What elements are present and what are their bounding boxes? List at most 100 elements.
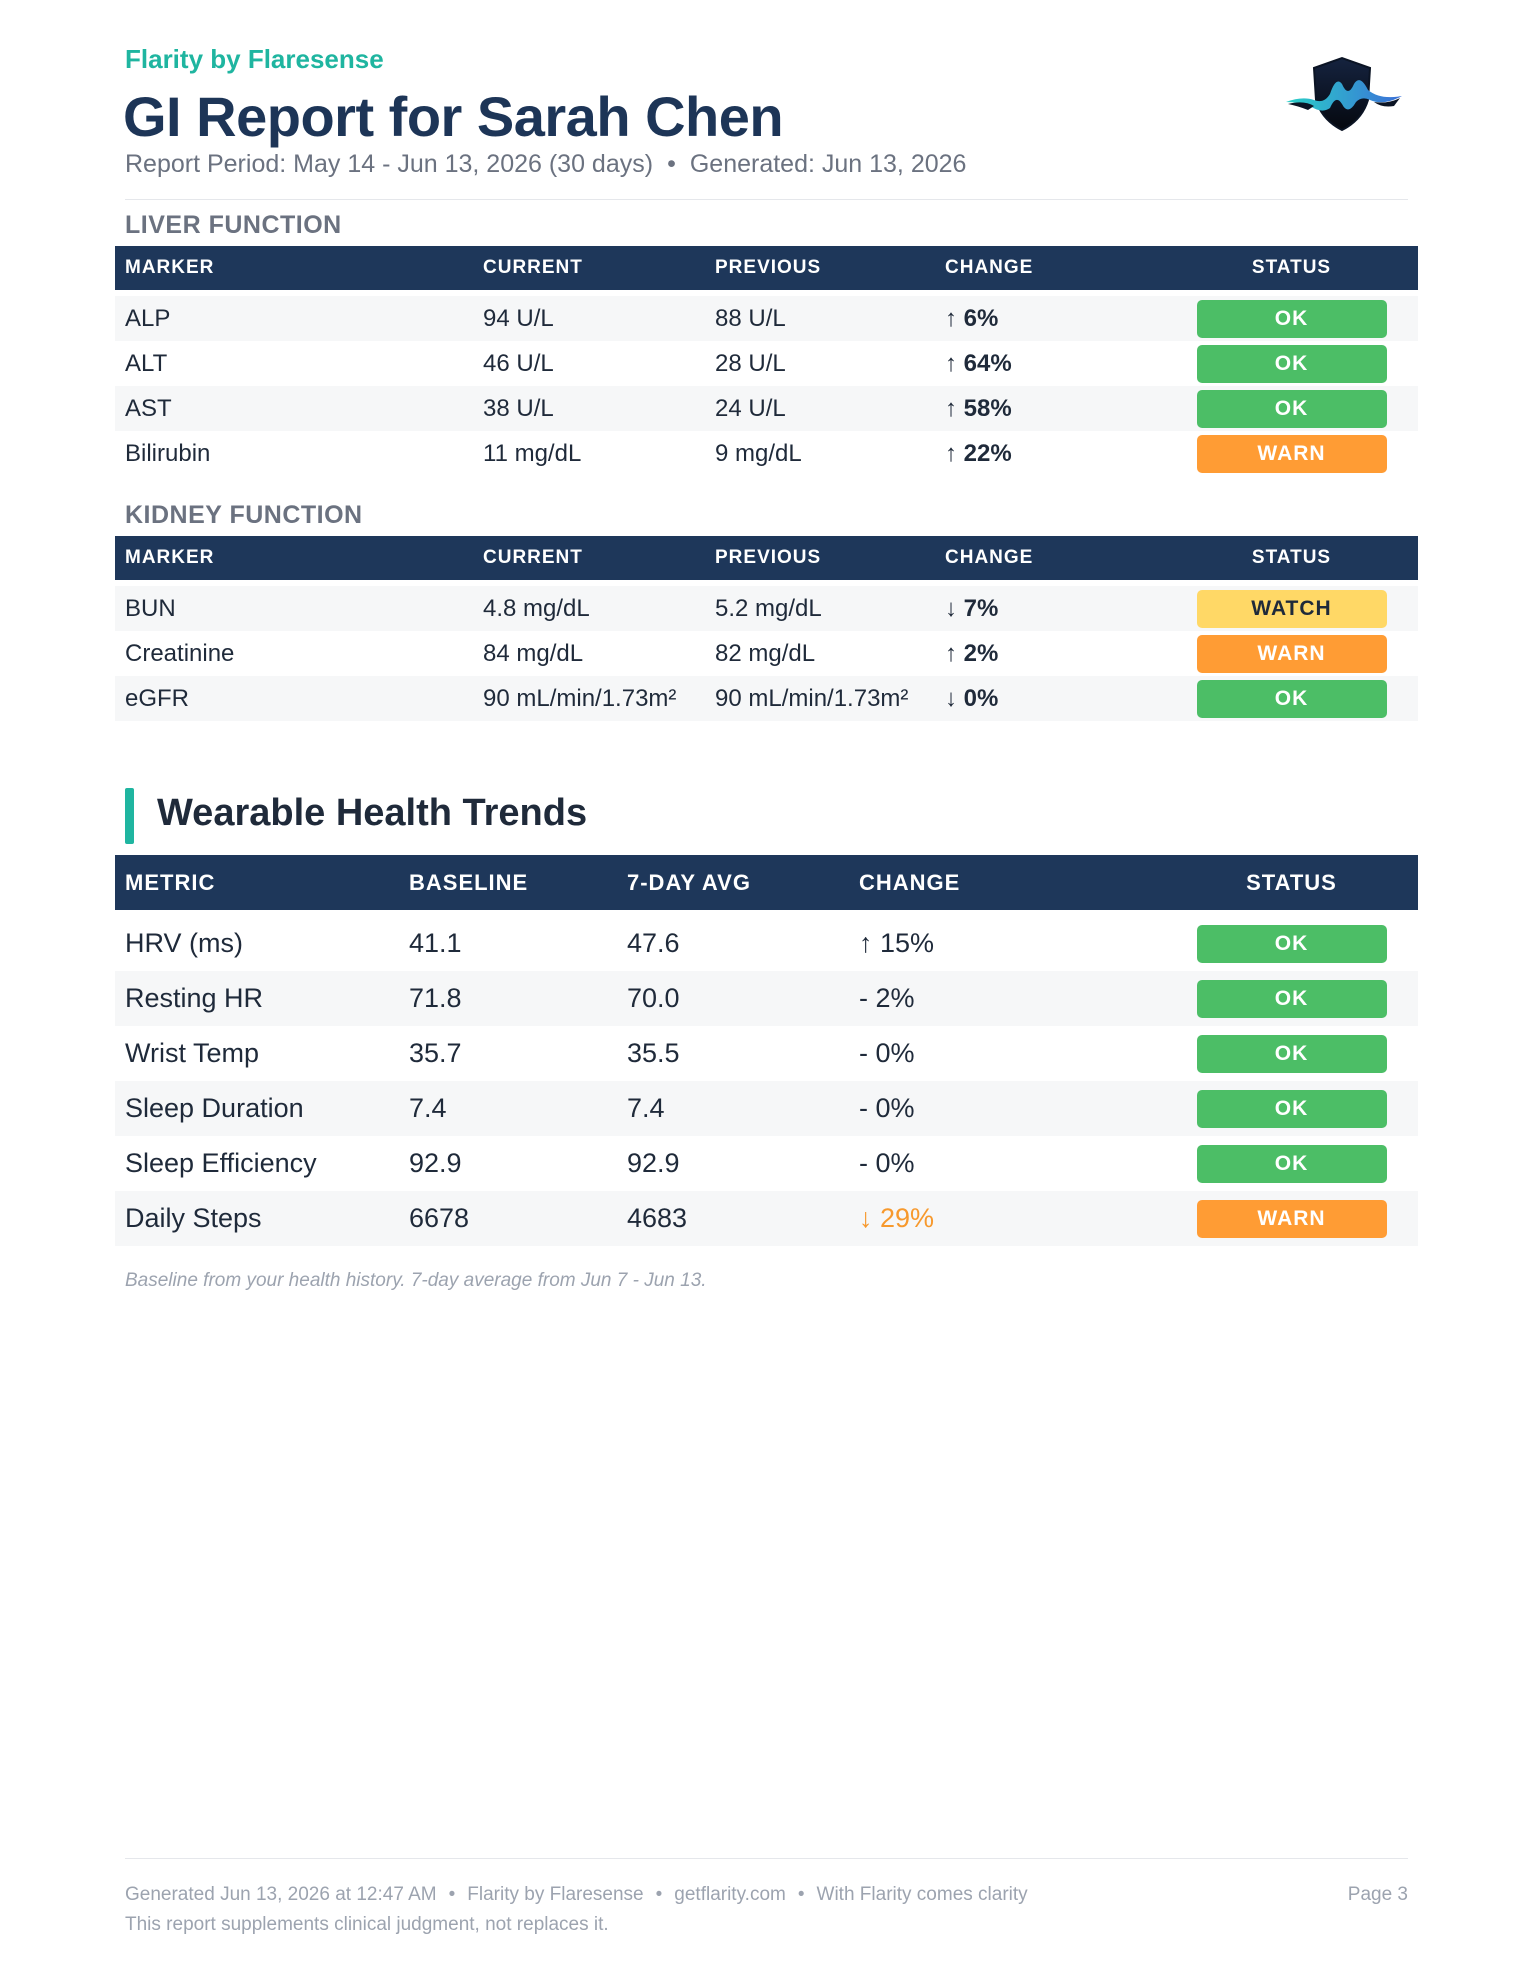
seven-day-avg-value: 47.6 — [627, 928, 680, 958]
change-value: ↓ 29% — [849, 1191, 1165, 1246]
status-badge: OK — [1196, 1144, 1387, 1183]
baseline-value: 41.1 — [409, 928, 462, 958]
footer-divider — [125, 1858, 1408, 1859]
liver-function-table: MARKER CURRENT PREVIOUS CHANGE STATUS AL… — [115, 246, 1418, 476]
status-badge: OK — [1196, 1034, 1387, 1073]
page-number: Page 3 — [1347, 1884, 1408, 1905]
current-value: 90 mL/min/1.73m² — [473, 676, 705, 721]
current-value: 84 mg/dL — [483, 639, 584, 667]
metric-name: HRV (ms) — [125, 928, 243, 958]
baseline-value: 7.4 — [399, 1081, 617, 1136]
current-value: 38 U/L — [473, 386, 705, 431]
column-header-current: CURRENT — [473, 246, 705, 290]
column-header-7-day-avg: 7-DAY AVG — [617, 855, 849, 910]
table-header-row: MARKER CURRENT PREVIOUS CHANGE STATUS — [115, 536, 1418, 580]
change-value: ↑ 6% — [935, 296, 1165, 341]
table-spacer — [115, 580, 1418, 586]
marker-name: ALP — [115, 296, 473, 341]
wearable-footnote: Baseline from your health history. 7-day… — [125, 1270, 707, 1291]
column-header-marker: MARKER — [115, 246, 473, 290]
table-row: Sleep Efficiency 92.9 92.9 - 0% OK — [115, 1136, 1418, 1191]
table-row: eGFR 90 mL/min/1.73m² 90 mL/min/1.73m² ↓… — [115, 676, 1418, 721]
table-row: ALT 46 U/L 28 U/L ↑ 64% OK — [115, 341, 1418, 386]
column-header-change: CHANGE — [849, 855, 1165, 910]
seven-day-avg-value: 92.9 — [627, 1148, 680, 1178]
footer-tagline: With Flarity comes clarity — [816, 1884, 1028, 1905]
change-value: - 0% — [849, 1081, 1165, 1136]
marker-name: ALT — [125, 349, 168, 377]
column-header-previous: PREVIOUS — [705, 246, 935, 290]
marker-name: AST — [115, 386, 473, 431]
marker-name: Bilirubin — [125, 439, 211, 467]
change-value: ↓ 0% — [935, 676, 1165, 721]
previous-value: 28 U/L — [715, 349, 786, 377]
previous-value: 9 mg/dL — [715, 439, 802, 467]
table-row: ALP 94 U/L 88 U/L ↑ 6% OK — [115, 296, 1418, 341]
change-value: ↑ 2% — [945, 639, 999, 667]
table-spacer — [115, 910, 1418, 916]
previous-value: 5.2 mg/dL — [705, 586, 935, 631]
previous-value: 82 mg/dL — [715, 639, 816, 667]
change-value: ↑ 58% — [935, 386, 1165, 431]
table-header-row: MARKER CURRENT PREVIOUS CHANGE STATUS — [115, 246, 1418, 290]
table-row: Creatinine 84 mg/dL 82 mg/dL ↑ 2% WARN — [115, 631, 1418, 676]
wearable-trends-table: METRIC BASELINE 7-DAY AVG CHANGE STATUS … — [115, 855, 1418, 1246]
table-row: Wrist Temp 35.7 35.5 - 0% OK — [115, 1026, 1418, 1081]
change-value: ↑ 64% — [945, 349, 1012, 377]
metric-name: Daily Steps — [115, 1191, 399, 1246]
status-badge: OK — [1196, 389, 1387, 428]
column-header-baseline: BASELINE — [399, 855, 617, 910]
previous-value: 24 U/L — [705, 386, 935, 431]
change-value: ↓ 7% — [935, 586, 1165, 631]
table-row: Resting HR 71.8 70.0 - 2% OK — [115, 971, 1418, 1026]
baseline-value: 71.8 — [399, 971, 617, 1026]
status-badge: OK — [1196, 344, 1387, 383]
generated-date: Generated: Jun 13, 2026 — [689, 150, 967, 178]
kidney-function-table: MARKER CURRENT PREVIOUS CHANGE STATUS BU… — [115, 536, 1418, 721]
status-badge: OK — [1196, 979, 1387, 1018]
table-header-row: METRIC BASELINE 7-DAY AVG CHANGE STATUS — [115, 855, 1418, 910]
table-row: BUN 4.8 mg/dL 5.2 mg/dL ↓ 7% WATCH — [115, 586, 1418, 631]
footer-generated: Generated Jun 13, 2026 at 12:47 AM — [125, 1884, 437, 1905]
status-badge: OK — [1196, 299, 1387, 338]
column-header-change: CHANGE — [935, 246, 1165, 290]
footer-brand: Flarity by Flaresense — [467, 1884, 644, 1905]
metric-name: Sleep Duration — [115, 1081, 399, 1136]
table-row: Bilirubin 11 mg/dL 9 mg/dL ↑ 22% WARN — [115, 431, 1418, 476]
current-value: 4.8 mg/dL — [473, 586, 705, 631]
status-badge: OK — [1196, 679, 1387, 718]
status-badge: WARN — [1196, 634, 1387, 673]
marker-name: eGFR — [115, 676, 473, 721]
column-header-current: CURRENT — [473, 536, 705, 580]
seven-day-avg-value: 7.4 — [617, 1081, 849, 1136]
shield-wave-logo-icon — [1286, 56, 1402, 132]
baseline-value: 6678 — [399, 1191, 617, 1246]
baseline-value: 35.7 — [409, 1038, 462, 1068]
seven-day-avg-value: 4683 — [617, 1191, 849, 1246]
change-value: - 0% — [859, 1148, 915, 1178]
header-divider — [125, 199, 1408, 200]
status-badge: OK — [1196, 924, 1387, 963]
change-value: ↑ 22% — [945, 439, 1012, 467]
table-row: HRV (ms) 41.1 47.6 ↑ 15% OK — [115, 916, 1418, 971]
column-header-change: CHANGE — [935, 536, 1165, 580]
table-row: Sleep Duration 7.4 7.4 - 0% OK — [115, 1081, 1418, 1136]
current-value: 11 mg/dL — [483, 439, 582, 467]
status-badge: WATCH — [1196, 589, 1387, 628]
footer-disclaimer: This report supplements clinical judgmen… — [125, 1914, 609, 1935]
current-value: 46 U/L — [483, 349, 554, 377]
footer-separator: • — [448, 1884, 456, 1905]
seven-day-avg-value: 70.0 — [617, 971, 849, 1026]
status-badge: WARN — [1196, 434, 1387, 473]
change-value: ↑ 15% — [859, 928, 935, 958]
column-header-status: STATUS — [1165, 536, 1418, 580]
change-value: - 0% — [859, 1038, 915, 1068]
column-header-marker: MARKER — [115, 536, 473, 580]
subtitle-separator: • — [667, 150, 676, 178]
metric-name: Wrist Temp — [125, 1038, 260, 1068]
column-header-status: STATUS — [1165, 246, 1418, 290]
metric-name: Resting HR — [115, 971, 399, 1026]
change-value: - 2% — [849, 971, 1165, 1026]
column-header-status: STATUS — [1165, 855, 1418, 910]
